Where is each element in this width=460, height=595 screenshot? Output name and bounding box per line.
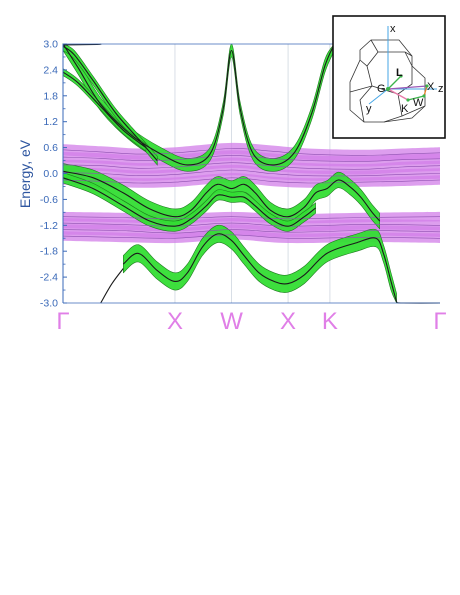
bz-label-l: L (396, 67, 403, 79)
inset-frame (332, 15, 446, 139)
y-tick-label: -1.2 (40, 220, 58, 232)
band-line (62, 45, 158, 161)
band-line (62, 222, 441, 227)
y-tick-label: 3.0 (43, 39, 58, 51)
band-line (62, 155, 441, 162)
band-line (62, 43, 335, 166)
bz-label-y: y (366, 103, 372, 115)
band-line (62, 229, 441, 234)
band-line (62, 177, 441, 184)
band-line (62, 148, 441, 156)
y-tick-label: 1.2 (43, 116, 58, 128)
symmetry-point-dots (386, 74, 429, 102)
band-line (62, 177, 316, 227)
band-line (62, 162, 441, 170)
kpoint-label: X (167, 308, 183, 335)
band-line (62, 170, 381, 222)
bz-label-w: W (413, 97, 424, 109)
brillouin-zone-inset: x L G X K W y z (332, 15, 446, 139)
kpoint-label: X (280, 308, 296, 335)
band-line (62, 71, 147, 149)
y-tick-label: -1.8 (40, 246, 58, 258)
high-symmetry-paths (387, 75, 428, 101)
y-tick-label: -2.4 (40, 272, 58, 284)
y-tick-label: -3.0 (40, 298, 58, 310)
bz-label-g: G (377, 83, 386, 95)
y-axis-title: Energy, eV (17, 139, 33, 208)
spin-up-band-ribbon (62, 43, 158, 166)
y-ticks: 3.0 2.4 1.8 1.2 0.6 0.0 -0.6 -1.2 -1.8 -2.4 -3.0 (40, 39, 67, 310)
band-lines (62, 43, 441, 304)
kpoint-label: W (220, 308, 243, 335)
kpoint-label: Γ (56, 308, 69, 335)
bz-label-x-point: X (427, 81, 435, 93)
y-tick-label: 2.4 (43, 64, 58, 76)
band-line (122, 233, 398, 303)
band-structure-figure: 3.0 2.4 1.8 1.2 0.6 0.0 -0.6 -1.2 -1.8 -2.4 -3.0 Γ… (17, 15, 447, 335)
kpoint-label: K (322, 308, 338, 335)
band-line (62, 216, 441, 220)
bz-label-k: K (401, 103, 409, 115)
band-line (62, 169, 441, 177)
kpoint-label: Γ (433, 308, 446, 335)
band-line (62, 234, 441, 239)
y-tick-label: 0.6 (43, 142, 58, 154)
y-tick-label: 0.0 (43, 168, 58, 180)
y-tick-label: 1.8 (43, 90, 58, 102)
bz-label-z: z (438, 83, 444, 95)
y-tick-label: -0.6 (40, 194, 58, 206)
band-line (100, 268, 124, 304)
bz-label-x: x (390, 23, 396, 35)
